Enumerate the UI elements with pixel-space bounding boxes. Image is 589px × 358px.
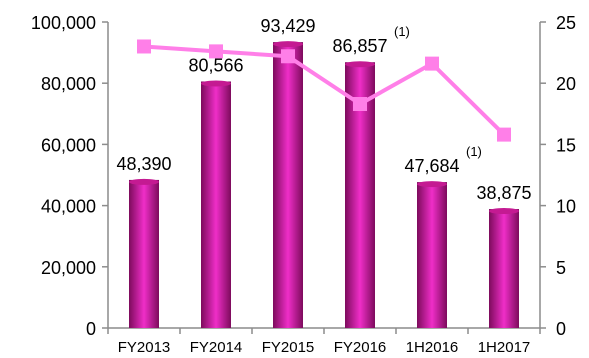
left-axis-tick-label: 80,000 (41, 74, 96, 94)
bar (129, 179, 159, 328)
bar (417, 182, 447, 328)
axes: 0 20,000 40,000 60,000 80,000 100,000 0 5 10 15 20… (31, 13, 576, 356)
right-axis-tick-label: 20 (556, 74, 576, 94)
footnote-annotation: (1) (466, 144, 482, 159)
line-marker (353, 97, 367, 112)
right-axis-tick-label: 0 (556, 319, 566, 339)
bar-value-label: 86,857 (332, 36, 387, 56)
left-axis-tick-label: 40,000 (41, 197, 96, 217)
bar-cap (345, 61, 375, 68)
right-axis-tick-label: 10 (556, 197, 576, 217)
left-axis-tick-label: 20,000 (41, 258, 96, 278)
data-labels: 48,390 80,566 93,429 86,857 47,684 38,875 (1) (… (116, 16, 531, 203)
footnote-annotation: (1) (394, 24, 410, 39)
bar-value-label: 80,566 (188, 55, 243, 75)
left-axis-tick-label: 100,000 (31, 13, 96, 33)
bar-cap (273, 41, 303, 48)
right-axis-tick-label: 25 (556, 13, 576, 33)
line-marker (209, 44, 223, 59)
x-axis-tick-label: FY2016 (334, 339, 387, 356)
line-marker (281, 49, 295, 64)
left-axis-tick-label: 0 (86, 319, 96, 339)
bar-cap (129, 178, 159, 185)
x-axis-tick-label: FY2013 (118, 339, 171, 356)
bar-value-label: 47,684 (404, 156, 459, 176)
right-axis-tick-label: 5 (556, 258, 566, 278)
x-axis-tick-label: 1H2017 (478, 339, 531, 356)
line-marker (137, 39, 151, 54)
left-axis-tick-label: 60,000 (41, 135, 96, 155)
bar (489, 209, 519, 328)
line-path (143, 44, 506, 137)
bar (201, 81, 231, 328)
bar (273, 42, 303, 328)
x-axis-tick-label: 1H2016 (406, 339, 459, 356)
bar-value-label: 48,390 (116, 154, 171, 174)
bars (129, 41, 519, 328)
line-marker (497, 127, 511, 142)
x-axis-tick-label: FY2014 (190, 339, 243, 356)
bar-cap (489, 208, 519, 215)
right-axis-tick-label: 15 (556, 135, 576, 155)
bar-cap (201, 80, 231, 87)
line-marker (425, 56, 439, 71)
x-axis-tick-label: FY2015 (262, 339, 315, 356)
line-series (137, 39, 511, 142)
bar-value-label: 93,429 (260, 16, 315, 36)
bar-value-label: 38,875 (476, 183, 531, 203)
bar-cap (417, 181, 447, 188)
